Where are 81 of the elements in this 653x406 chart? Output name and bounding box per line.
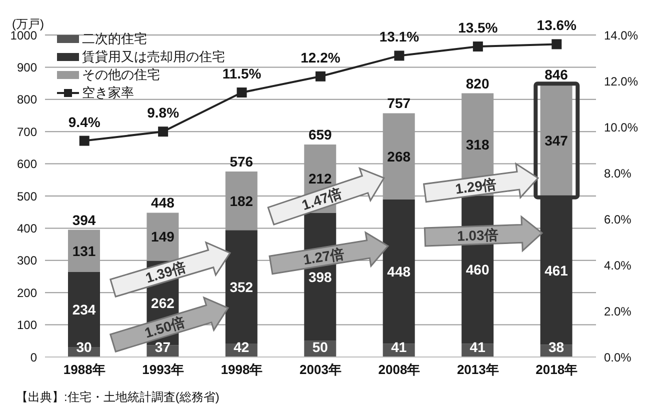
data-label: 13.1% — [379, 28, 420, 45]
y-tick-label: 0 — [30, 350, 38, 364]
total-label: 448 — [151, 194, 175, 211]
y-tick-label: 900 — [16, 60, 38, 74]
data-label: 42 — [234, 339, 250, 355]
data-label: 41 — [391, 339, 407, 355]
data-label: 182 — [230, 192, 254, 209]
y2-tick-label: 12.0% — [604, 74, 638, 88]
total-label: 394 — [72, 212, 96, 228]
y2-tick-label: 6.0% — [604, 212, 632, 226]
data-label: 38 — [548, 339, 564, 355]
x-tick-label: 2018年 — [536, 362, 578, 378]
point — [316, 71, 326, 82]
y2-tick-label: 2.0% — [604, 304, 632, 318]
bar — [382, 200, 415, 344]
y2-tick-label: 4.0% — [604, 258, 632, 272]
y2-tick-label: 0.0% — [604, 350, 632, 364]
legend-label: 二次的住宅 — [82, 30, 147, 48]
y-tick-label: 200 — [16, 286, 38, 300]
data-label: 131 — [72, 242, 96, 259]
data-label: 460 — [466, 262, 490, 278]
data-label: 352 — [230, 278, 254, 295]
total-label: 576 — [230, 154, 254, 170]
annotation: 1.47倍 — [300, 184, 344, 214]
y2-tick-label: 8.0% — [604, 166, 632, 180]
y-tick-label: 600 — [16, 157, 38, 172]
point — [236, 88, 247, 98]
data-label: 9.8% — [147, 104, 180, 121]
data-label: 234 — [72, 302, 96, 318]
legend-label: 空き家率 — [82, 84, 134, 102]
point — [158, 126, 168, 137]
data-label: 13.6% — [536, 17, 578, 34]
text: 【出典】:住宅・土地統計調査(総務省) — [16, 389, 220, 406]
data-label: 262 — [151, 294, 175, 311]
point — [472, 42, 483, 52]
total-label: 846 — [544, 66, 568, 83]
y-axis-title: (万戸) — [12, 16, 44, 31]
data-label: 41 — [470, 339, 486, 355]
x-tick-label: 1988年 — [63, 362, 106, 378]
data-label: 461 — [544, 262, 568, 279]
y2-tick-label: 10.0% — [604, 120, 638, 134]
y-tick-label: 300 — [16, 254, 38, 268]
data-label: 9.4% — [68, 114, 101, 130]
y2-tick-label: 14.0% — [604, 28, 638, 42]
data-label: 13.5% — [458, 20, 498, 36]
annotation: 1.39倍 — [144, 258, 188, 286]
bar — [225, 230, 258, 344]
x-tick-label: 2008年 — [378, 362, 420, 378]
total-label: 659 — [308, 126, 332, 142]
point — [79, 136, 90, 146]
x-tick-label: 2003年 — [300, 362, 342, 378]
data-label: 318 — [466, 136, 490, 152]
annotation: 1.29倍 — [454, 176, 498, 197]
data-label: 50 — [312, 339, 328, 355]
point — [552, 39, 562, 50]
annotation: 1.27倍 — [302, 245, 346, 268]
y-tick-label: 400 — [16, 221, 38, 236]
data-label: 268 — [387, 148, 411, 164]
data-label: 212 — [308, 170, 332, 187]
data-label: 398 — [308, 268, 332, 285]
x-tick-label: 1993年 — [142, 362, 184, 378]
y-tick-label: 800 — [16, 92, 38, 107]
data-label: 30 — [76, 339, 92, 355]
data-label: 149 — [151, 228, 175, 245]
data-label: 347 — [544, 132, 568, 148]
data-label: 37 — [154, 339, 171, 355]
data-label: 448 — [387, 264, 411, 280]
data-label: 12.2% — [300, 49, 341, 66]
total-label: 820 — [466, 75, 490, 92]
y-tick-label: 700 — [16, 124, 38, 139]
legend-label: その他の住宅 — [82, 66, 160, 84]
x-tick-label: 2013年 — [456, 362, 499, 378]
point — [394, 50, 404, 61]
x-tick-label: 1998年 — [220, 362, 263, 378]
data-label: 11.5% — [222, 66, 262, 82]
legend-label: 賃貸用又は売却用の住宅 — [82, 48, 225, 66]
y-tick-label: 500 — [16, 189, 38, 204]
y-tick-label: 100 — [16, 318, 38, 332]
total-label: 757 — [387, 95, 411, 112]
annotation: 1.03倍 — [456, 226, 499, 244]
annotation: 1.50倍 — [142, 314, 187, 341]
